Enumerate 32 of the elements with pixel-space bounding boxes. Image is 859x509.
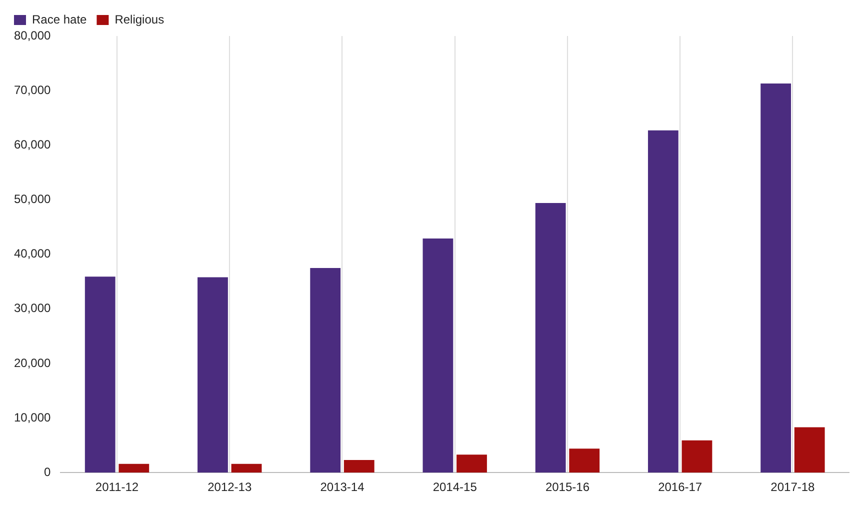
bar bbox=[422, 238, 454, 473]
y-tick-label: 60,000 bbox=[14, 137, 52, 152]
bar bbox=[794, 427, 825, 473]
y-tick-label: 80,000 bbox=[14, 28, 52, 42]
y-tick-label: 0 bbox=[44, 464, 52, 479]
bar bbox=[231, 464, 262, 473]
bar bbox=[535, 203, 566, 473]
y-tick-label: 10,000 bbox=[14, 410, 52, 424]
x-tick-label: 2016-17 bbox=[658, 480, 702, 494]
bar bbox=[84, 276, 116, 473]
y-tick-label: 20,000 bbox=[14, 356, 52, 370]
bar bbox=[648, 130, 678, 473]
bar bbox=[760, 83, 792, 473]
bar bbox=[118, 464, 150, 473]
bar bbox=[198, 277, 228, 473]
y-tick-label: 50,000 bbox=[14, 192, 52, 206]
bar bbox=[456, 454, 487, 473]
x-tick-label: 2015-16 bbox=[545, 480, 590, 494]
bar bbox=[682, 440, 712, 473]
bar bbox=[569, 448, 600, 473]
x-tick-label: 2011-12 bbox=[95, 480, 139, 494]
bar bbox=[344, 460, 374, 473]
y-tick-label: 70,000 bbox=[14, 82, 52, 97]
legend-label: Religious bbox=[114, 12, 164, 26]
bar bbox=[310, 268, 341, 473]
x-tick-label: 2017-18 bbox=[770, 480, 816, 494]
y-tick-label: 40,000 bbox=[14, 246, 52, 261]
x-tick-label: 2013-14 bbox=[320, 480, 365, 494]
x-tick-label: 2014-15 bbox=[432, 480, 478, 494]
y-tick-label: 30,000 bbox=[14, 301, 52, 316]
legend-label: Race hate bbox=[32, 12, 88, 26]
x-tick-label: 2012-13 bbox=[208, 480, 252, 494]
